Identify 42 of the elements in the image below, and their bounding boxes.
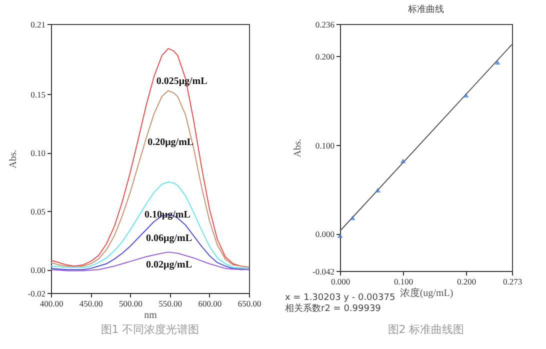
- annotation: 0.02μg/mL: [146, 260, 192, 271]
- x-tick-label: 450.00: [79, 298, 103, 308]
- y-axis-title: Abs.: [292, 138, 304, 158]
- caption: 图1 不同浓度光谱图: [100, 323, 200, 336]
- x-axis-title: nm: [144, 310, 158, 321]
- text: 相关系数r2 = 0.99939: [285, 303, 382, 314]
- y-tick-label: -0.042: [312, 266, 334, 276]
- y-tick-label: 0.15: [30, 90, 46, 100]
- annotation: 0.10μg/mL: [144, 209, 191, 220]
- y-tick-label: 0.05: [30, 206, 46, 217]
- x-tick-label: 0.273: [502, 276, 522, 286]
- text: x = 1.30203 y - 0.00375: [285, 293, 396, 303]
- x-tick-label: 500.00: [119, 298, 142, 308]
- x-tick-label: 650.00: [238, 298, 262, 308]
- y-tick-label: 0.236: [315, 20, 334, 30]
- point: [337, 233, 343, 238]
- x-tick-label: 400.00: [40, 298, 64, 308]
- y-tick-label: 0.100: [315, 140, 334, 150]
- x-tick-label: 550.00: [158, 298, 182, 308]
- line-series: [50, 90, 250, 268]
- line-series: [50, 252, 250, 272]
- point: [494, 60, 500, 65]
- x-tick-label: 600.00: [198, 298, 222, 308]
- point: [375, 188, 381, 193]
- y-tick-label: 0.200: [315, 51, 334, 62]
- point: [400, 158, 406, 164]
- x-tick-label: 0.000: [330, 276, 350, 286]
- annotation: 0.06μg/mL: [146, 232, 192, 244]
- x-axis-title: 浓度(ug/mL): [400, 287, 454, 299]
- y-tick-label: 0.00: [30, 265, 46, 276]
- x-tick-label: 0.200: [456, 276, 476, 286]
- y-axis-title: Abs.: [8, 150, 19, 168]
- y-tick-label: 0.10: [30, 148, 46, 158]
- y-tick-label: -0.02: [28, 288, 46, 298]
- point: [463, 92, 469, 98]
- y-tick-label: 0.000: [315, 229, 334, 240]
- x-tick-label: 0.100: [394, 276, 414, 286]
- point: [350, 215, 356, 220]
- line-series: [50, 181, 250, 269]
- caption: 图2 标准曲线图: [388, 323, 464, 336]
- y-tick-label: 0.21: [30, 20, 46, 30]
- chart-title: 标准曲线: [407, 4, 444, 14]
